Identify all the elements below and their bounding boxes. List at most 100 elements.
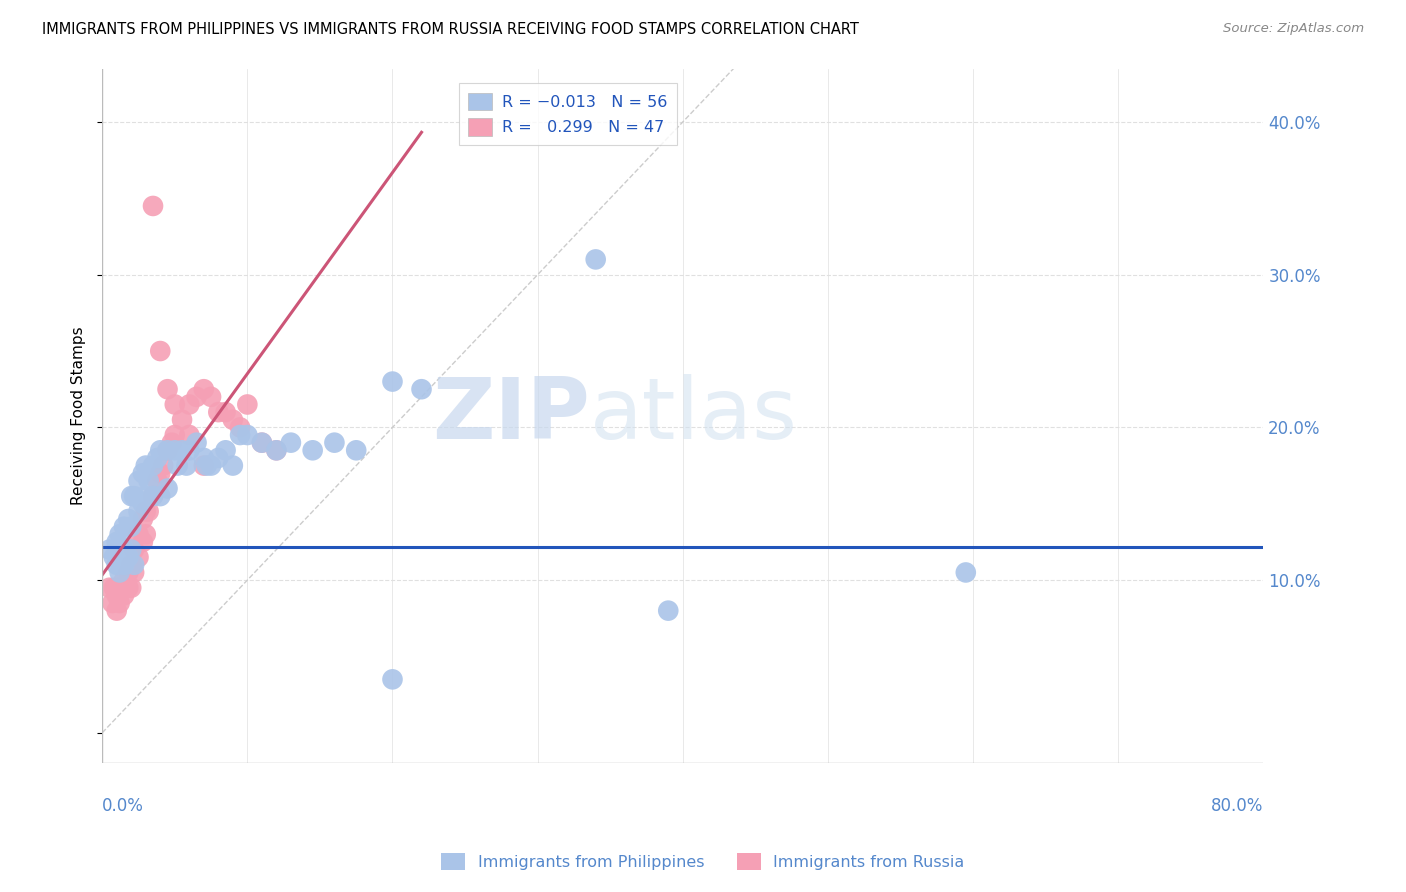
Point xyxy=(229,420,252,434)
Point xyxy=(117,581,139,595)
Point xyxy=(236,397,259,411)
Point xyxy=(166,458,188,473)
Text: IMMIGRANTS FROM PHILIPPINES VS IMMIGRANTS FROM RUSSIA RECEIVING FOOD STAMPS CORR: IMMIGRANTS FROM PHILIPPINES VS IMMIGRANT… xyxy=(42,22,859,37)
Point xyxy=(101,596,124,610)
Legend: Immigrants from Philippines, Immigrants from Russia: Immigrants from Philippines, Immigrants … xyxy=(434,847,972,877)
Point xyxy=(207,405,229,419)
Point xyxy=(128,550,150,565)
Point xyxy=(149,466,172,480)
Point xyxy=(128,527,150,541)
Text: Source: ZipAtlas.com: Source: ZipAtlas.com xyxy=(1223,22,1364,36)
Point xyxy=(112,558,135,572)
Point xyxy=(176,458,198,473)
Point xyxy=(135,504,157,518)
Point xyxy=(132,466,155,480)
Point xyxy=(142,199,165,213)
Y-axis label: Receiving Food Stamps: Receiving Food Stamps xyxy=(72,326,86,505)
Point xyxy=(200,458,222,473)
Point xyxy=(222,413,245,427)
Point xyxy=(163,443,186,458)
Point xyxy=(135,458,157,473)
Point xyxy=(186,435,208,450)
Legend: R = −0.013   N = 56, R =   0.299   N = 47: R = −0.013 N = 56, R = 0.299 N = 47 xyxy=(458,84,676,145)
Point xyxy=(236,428,259,442)
Point xyxy=(170,413,193,427)
Point xyxy=(112,542,135,557)
Point xyxy=(344,443,367,458)
Point xyxy=(98,542,121,557)
Point xyxy=(108,581,131,595)
Point xyxy=(179,428,201,442)
Point xyxy=(381,375,404,389)
Point xyxy=(214,443,236,458)
Point xyxy=(955,566,977,580)
Point xyxy=(381,673,404,687)
Point xyxy=(120,542,142,557)
Point xyxy=(132,512,155,526)
Point xyxy=(193,450,215,465)
Point xyxy=(122,558,145,572)
Point xyxy=(146,450,169,465)
Point xyxy=(105,558,128,572)
Point xyxy=(170,443,193,458)
Point xyxy=(266,443,288,458)
Point xyxy=(120,558,142,572)
Point xyxy=(122,566,145,580)
Point xyxy=(103,550,125,565)
Point xyxy=(112,588,135,602)
Point xyxy=(112,519,135,533)
Point xyxy=(108,566,131,580)
Point xyxy=(142,489,165,503)
Point xyxy=(108,596,131,610)
Point xyxy=(160,435,183,450)
Point xyxy=(128,474,150,488)
Point xyxy=(105,588,128,602)
Point xyxy=(138,504,160,518)
Point xyxy=(229,428,252,442)
Point xyxy=(135,489,157,503)
Point xyxy=(411,382,433,396)
Point xyxy=(142,489,165,503)
Text: ZIP: ZIP xyxy=(432,375,591,458)
Point xyxy=(120,581,142,595)
Point xyxy=(112,573,135,587)
Point xyxy=(105,604,128,618)
Point xyxy=(214,405,236,419)
Point xyxy=(156,443,179,458)
Text: 0.0%: 0.0% xyxy=(103,797,143,815)
Point xyxy=(266,443,288,458)
Point xyxy=(163,428,186,442)
Point xyxy=(207,450,229,465)
Point xyxy=(108,527,131,541)
Point xyxy=(200,390,222,404)
Point xyxy=(156,443,179,458)
Point xyxy=(117,566,139,580)
Text: atlas: atlas xyxy=(591,375,797,458)
Point xyxy=(250,435,273,450)
Point xyxy=(301,443,323,458)
Point xyxy=(117,512,139,526)
Point xyxy=(103,581,125,595)
Point xyxy=(193,382,215,396)
Point xyxy=(138,474,160,488)
Point xyxy=(146,474,169,488)
Point xyxy=(122,542,145,557)
Point xyxy=(222,458,245,473)
Point xyxy=(98,581,121,595)
Point xyxy=(280,435,302,450)
Point xyxy=(163,397,186,411)
Point xyxy=(193,458,215,473)
Point xyxy=(128,504,150,518)
Point xyxy=(105,535,128,549)
Point xyxy=(156,382,179,396)
Point xyxy=(250,435,273,450)
Point xyxy=(323,435,346,450)
Point xyxy=(132,497,155,511)
Point xyxy=(149,489,172,503)
Point xyxy=(195,458,218,473)
Point xyxy=(179,397,201,411)
Point xyxy=(179,443,201,458)
Point xyxy=(132,535,155,549)
Text: 80.0%: 80.0% xyxy=(1211,797,1264,815)
Point xyxy=(120,489,142,503)
